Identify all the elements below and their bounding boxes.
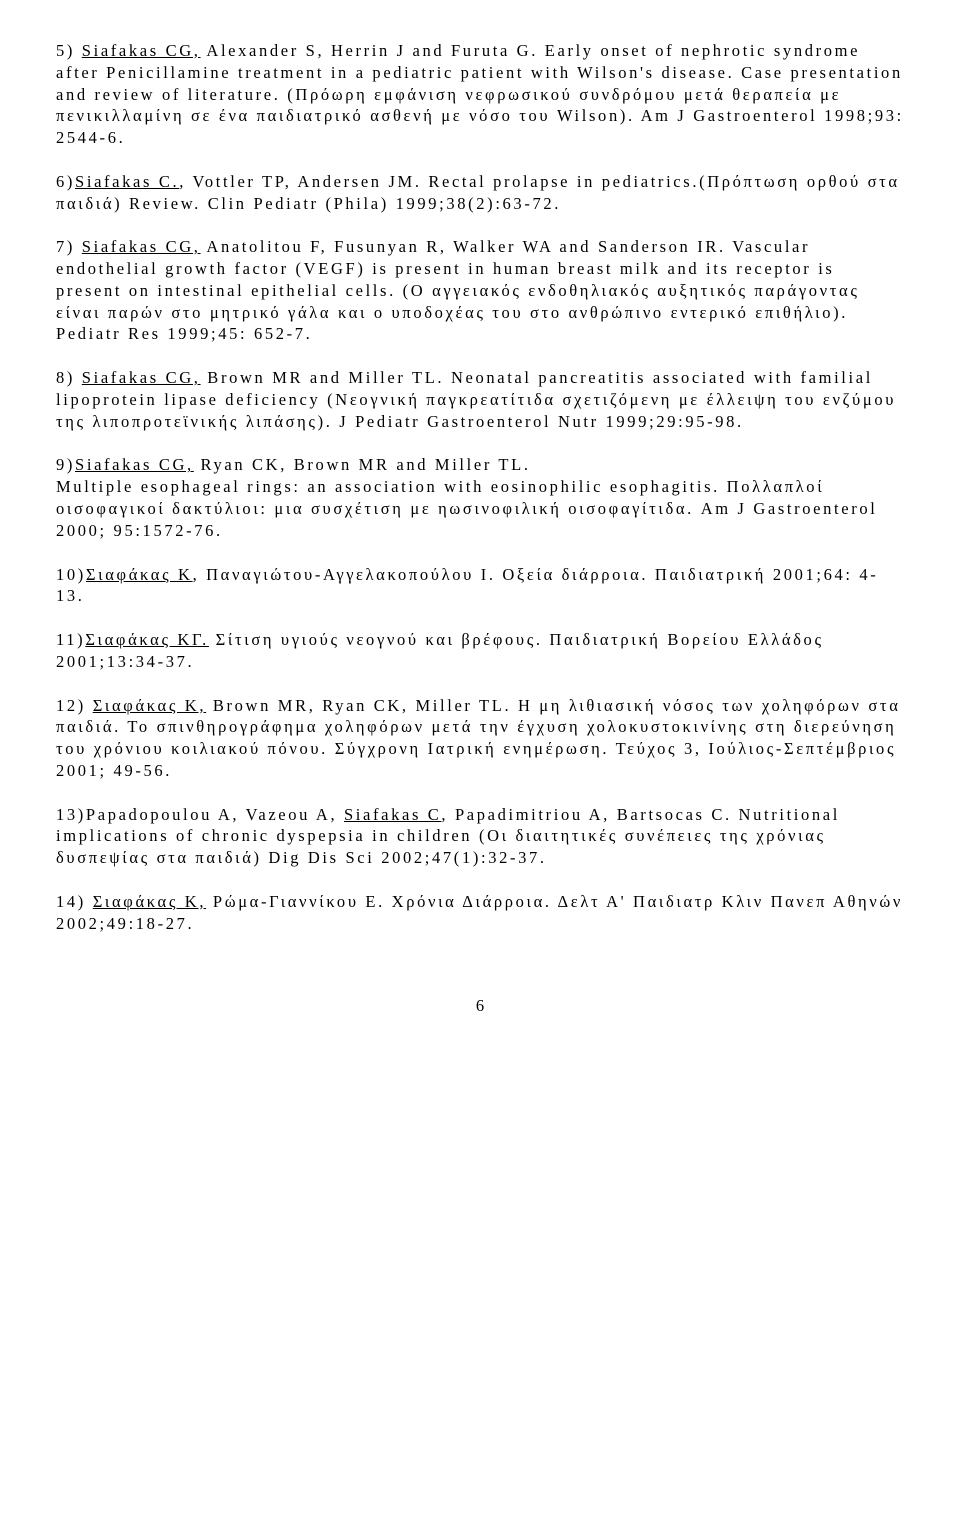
- reference-text: 7): [56, 237, 82, 256]
- reference-text: 5): [56, 41, 82, 60]
- reference-text: , Vottler TP, Andersen JM. Rectal prolap…: [56, 172, 900, 213]
- reference-entry: 14) Σιαφάκας Κ, Ρώμα-Γιαννίκου Ε. Χρόνια…: [56, 891, 904, 935]
- author-name: Siafakas CG,: [82, 237, 201, 256]
- author-name: Σιαφάκας Κ,: [93, 892, 206, 911]
- reference-text: 11): [56, 630, 85, 649]
- author-name: Siafakas CG,: [75, 455, 194, 474]
- reference-text: 8): [56, 368, 82, 387]
- reference-text: 12): [56, 696, 93, 715]
- reference-entry: 11)Σιαφάκας ΚΓ. Σίτιση υγιούς νεογνού κα…: [56, 629, 904, 673]
- author-name: Siafakas C.: [75, 172, 179, 191]
- author-name: Siafakas CG,: [82, 368, 201, 387]
- reference-entry: 5) Siafakas CG, Alexander S, Herrin J an…: [56, 40, 904, 149]
- reference-entry: 12) Σιαφάκας Κ, Brown MR, Ryan CK, Mille…: [56, 695, 904, 782]
- reference-text: 14): [56, 892, 93, 911]
- author-name: Siafakas C: [344, 805, 441, 824]
- author-name: Siafakas CG,: [82, 41, 201, 60]
- reference-entry: 13)Papadopoulou A, Vazeou A, Siafakas C,…: [56, 804, 904, 869]
- reference-entry: 9)Siafakas CG, Ryan CK, Brown MR and Mil…: [56, 454, 904, 541]
- reference-entry: 7) Siafakas CG, Anatolitou F, Fusunyan R…: [56, 236, 904, 345]
- reference-text: 6): [56, 172, 75, 191]
- reference-entry: 10)Σιαφάκας Κ, Παναγιώτου-Αγγελακοπούλου…: [56, 564, 904, 608]
- document-body: 5) Siafakas CG, Alexander S, Herrin J an…: [56, 40, 904, 935]
- page-number: 6: [56, 995, 904, 1017]
- author-name: Σιαφάκας Κ,: [93, 696, 206, 715]
- reference-entry: 6)Siafakas C., Vottler TP, Andersen JM. …: [56, 171, 904, 215]
- reference-text: 10): [56, 565, 86, 584]
- reference-text: 13)Papadopoulou A, Vazeou A,: [56, 805, 344, 824]
- reference-entry: 8) Siafakas CG, Brown MR and Miller TL. …: [56, 367, 904, 432]
- reference-text: 9): [56, 455, 75, 474]
- author-name: Σιαφάκας Κ: [86, 565, 193, 584]
- author-name: Σιαφάκας ΚΓ.: [85, 630, 209, 649]
